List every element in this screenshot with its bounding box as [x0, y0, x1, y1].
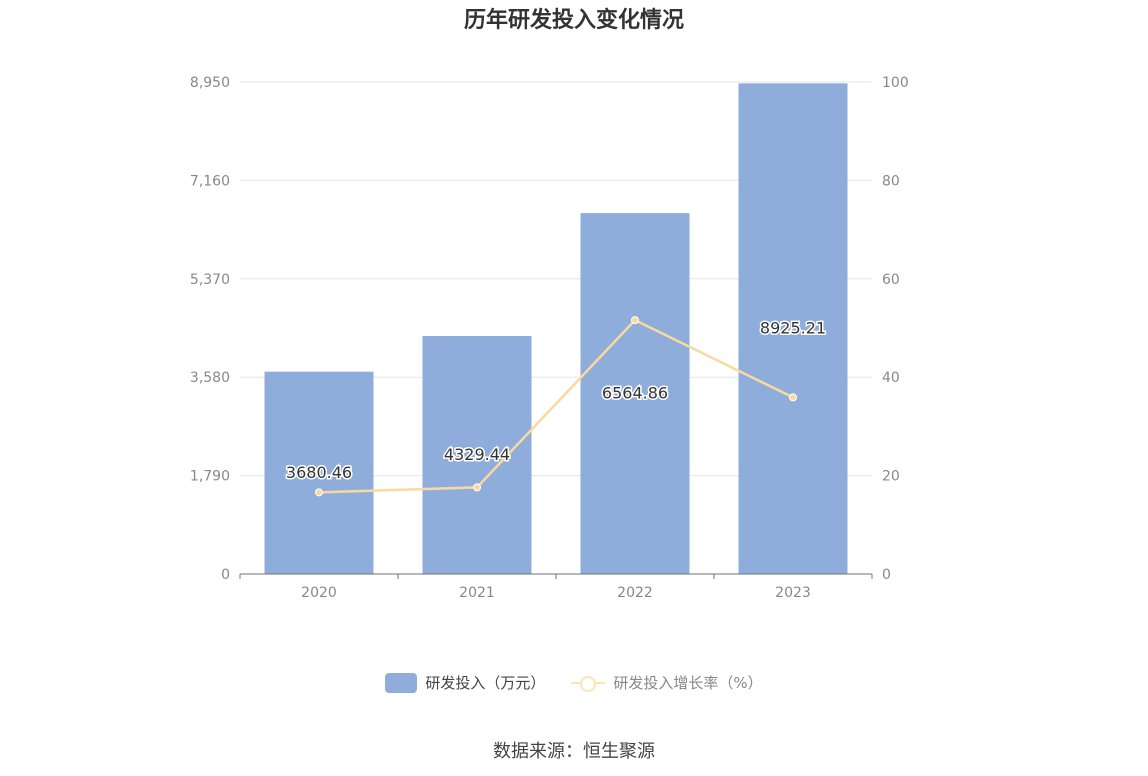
x-tick-label: 2020: [301, 585, 337, 601]
legend: 研发投入（万元） 研发投入增长率（%）: [0, 672, 1148, 693]
growth-point: [789, 393, 797, 402]
bar: [738, 83, 848, 574]
legend-bar-label: 研发投入（万元）: [425, 674, 546, 692]
legend-item-bar[interactable]: 研发投入（万元）: [385, 672, 545, 693]
y-right-tick-label: 60: [882, 272, 900, 288]
growth-point: [473, 483, 481, 492]
growth-point: [631, 316, 639, 325]
y-left-tick-label: 8,950: [190, 75, 230, 91]
source-note: 数据来源：恒生聚源: [493, 741, 655, 762]
x-tick-label: 2021: [459, 585, 495, 601]
x-tick-label: 2023: [775, 585, 811, 601]
bar: [422, 336, 532, 574]
y-right-tick-label: 100: [882, 75, 909, 91]
y-left-tick-label: 1,790: [190, 469, 230, 485]
growth-line: [318, 318, 794, 494]
bar-data-label: 6564.86: [602, 384, 668, 403]
y-left-tick-label: 0: [221, 567, 230, 583]
y-right-tick-label: 20: [882, 469, 900, 485]
bar: [580, 213, 690, 574]
x-tick-label: 2022: [617, 585, 653, 601]
legend-item-line[interactable]: 研发投入增长率（%）: [571, 672, 763, 693]
y-right-tick-label: 0: [882, 567, 891, 583]
chart-title: 历年研发投入变化情况: [463, 8, 684, 33]
bar-data-label: 3680.46: [286, 463, 352, 482]
bar: [264, 371, 374, 574]
bar-data-label: 8925.21: [760, 319, 826, 338]
y-left-tick-label: 5,370: [190, 272, 230, 288]
legend-line-label: 研发投入增长率（%）: [613, 674, 763, 692]
legend-bar-swatch: [385, 672, 418, 693]
y-right-tick-label: 40: [882, 370, 900, 386]
y-left-tick-label: 7,160: [190, 173, 230, 189]
growth-point: [315, 488, 323, 497]
legend-line-swatch: [571, 673, 606, 693]
y-right-tick-label: 80: [882, 173, 900, 189]
y-left-tick-label: 3,580: [190, 370, 230, 386]
bar-data-label: 4329.44: [444, 445, 510, 464]
